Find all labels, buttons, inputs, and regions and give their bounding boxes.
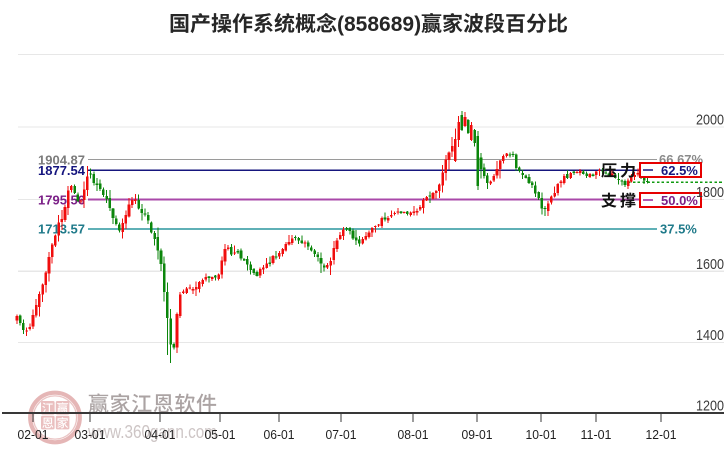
- svg-text:37.5%: 37.5%: [660, 222, 697, 237]
- svg-text:10-01: 10-01: [526, 427, 557, 442]
- svg-text:08-01: 08-01: [398, 427, 429, 442]
- svg-text:04-01: 04-01: [145, 427, 176, 442]
- svg-text:05-01: 05-01: [205, 427, 236, 442]
- svg-text:1200: 1200: [696, 398, 724, 415]
- svg-text:1400: 1400: [696, 327, 724, 344]
- svg-text:1904.87: 1904.87: [38, 153, 85, 168]
- svg-text:12-01: 12-01: [646, 427, 677, 442]
- svg-text:50.0%: 50.0%: [661, 193, 698, 208]
- svg-text:1877.54: 1877.54: [38, 163, 86, 178]
- svg-text:www.360gann.com: www.360gann.com: [87, 422, 217, 442]
- svg-text:07-01: 07-01: [326, 427, 357, 442]
- svg-text:2000: 2000: [696, 112, 724, 129]
- svg-text:62.5%: 62.5%: [661, 163, 698, 178]
- svg-text:03-01: 03-01: [75, 427, 106, 442]
- svg-text:02-01: 02-01: [18, 427, 49, 442]
- svg-text:1600: 1600: [696, 256, 724, 273]
- svg-text:09-01: 09-01: [462, 427, 493, 442]
- svg-text:11-01: 11-01: [581, 427, 612, 442]
- svg-text:06-01: 06-01: [264, 427, 295, 442]
- svg-text:1795.56: 1795.56: [38, 193, 85, 208]
- svg-text:(858689): (858689): [337, 13, 421, 36]
- svg-text:1800: 1800: [696, 184, 724, 201]
